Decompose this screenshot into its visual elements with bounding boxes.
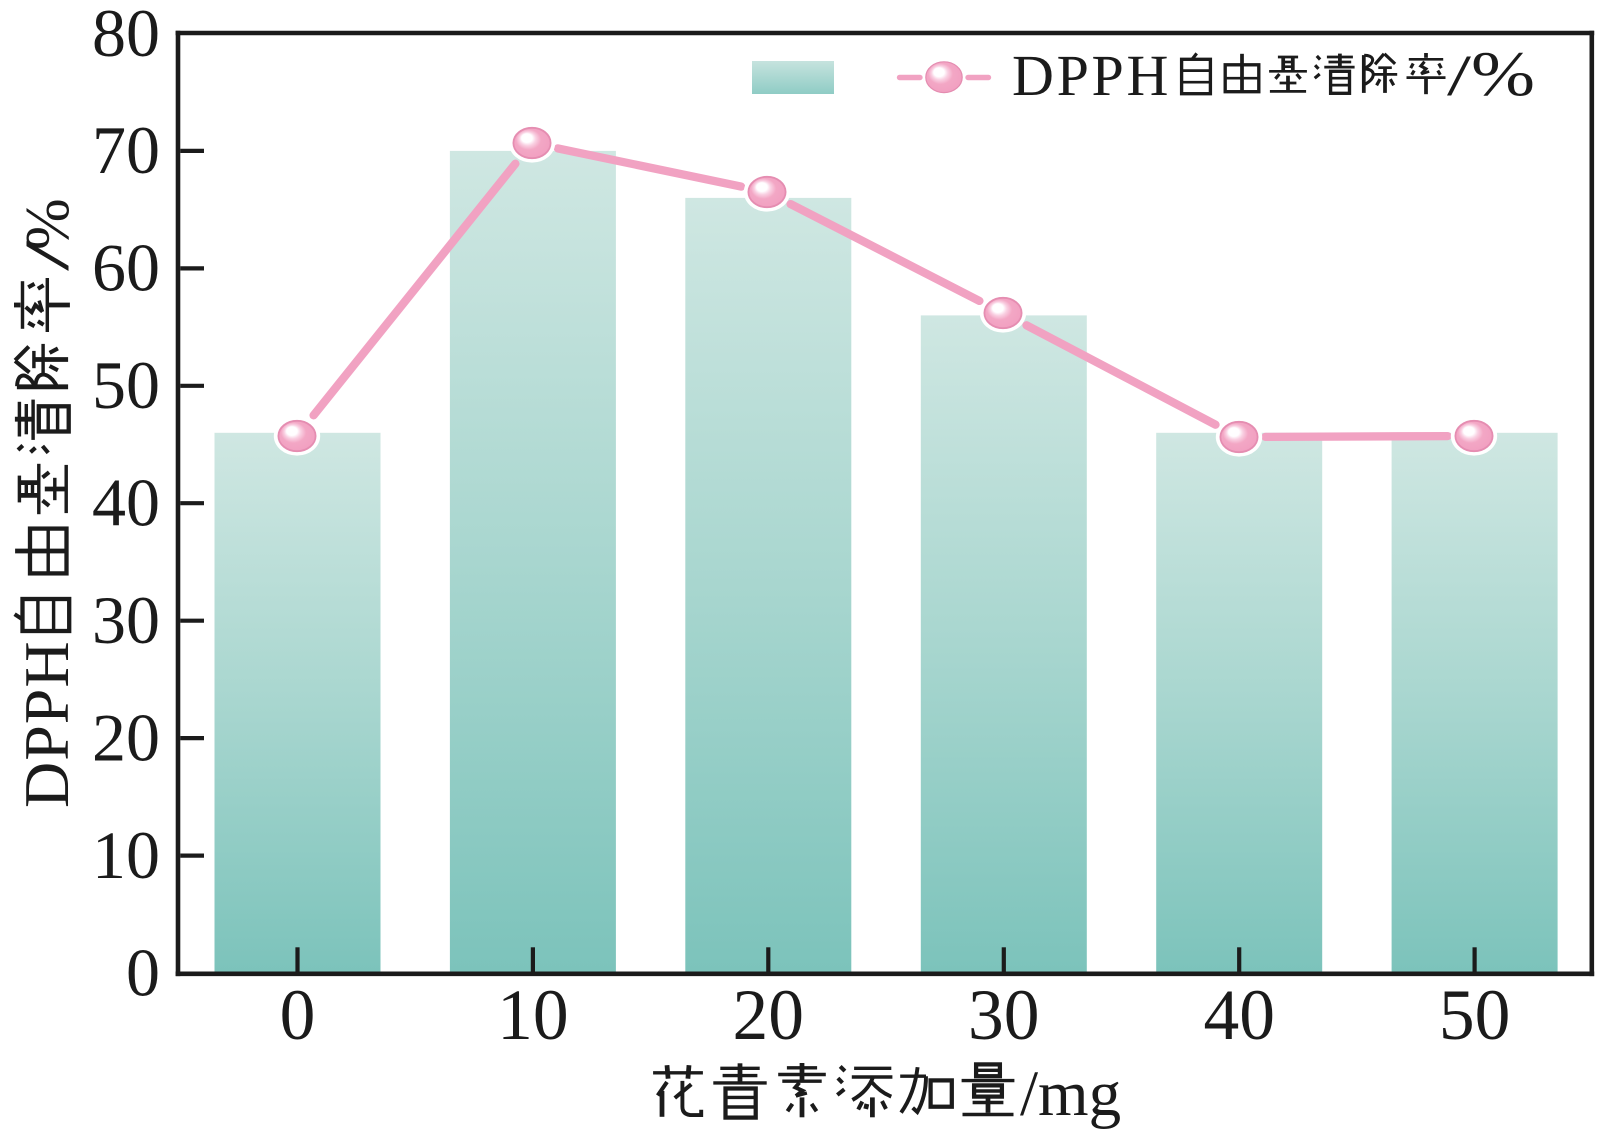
- svg-text:50: 50: [92, 347, 160, 423]
- svg-text:40: 40: [1203, 976, 1275, 1055]
- svg-text:40: 40: [92, 465, 160, 541]
- svg-text:0: 0: [280, 976, 316, 1055]
- svg-text:10: 10: [497, 976, 569, 1055]
- svg-text:20: 20: [92, 699, 160, 775]
- svg-text:/mg: /mg: [1020, 1058, 1121, 1130]
- svg-text:60: 60: [92, 230, 160, 306]
- svg-text:DPPH: DPPH: [1012, 43, 1171, 108]
- svg-text:DPPH: DPPH: [11, 640, 82, 808]
- svg-text:20: 20: [733, 976, 805, 1055]
- svg-text:/: /: [14, 240, 82, 271]
- svg-text:70: 70: [92, 112, 160, 188]
- svg-text:%: %: [1471, 38, 1535, 109]
- svg-text:80: 80: [92, 0, 160, 71]
- svg-text:10: 10: [92, 817, 160, 893]
- svg-text:30: 30: [968, 976, 1040, 1055]
- svg-text:%: %: [14, 198, 82, 250]
- svg-text:30: 30: [92, 582, 160, 658]
- svg-text:50: 50: [1439, 976, 1511, 1055]
- svg-text:/: /: [1447, 43, 1472, 108]
- svg-text:0: 0: [126, 934, 160, 1010]
